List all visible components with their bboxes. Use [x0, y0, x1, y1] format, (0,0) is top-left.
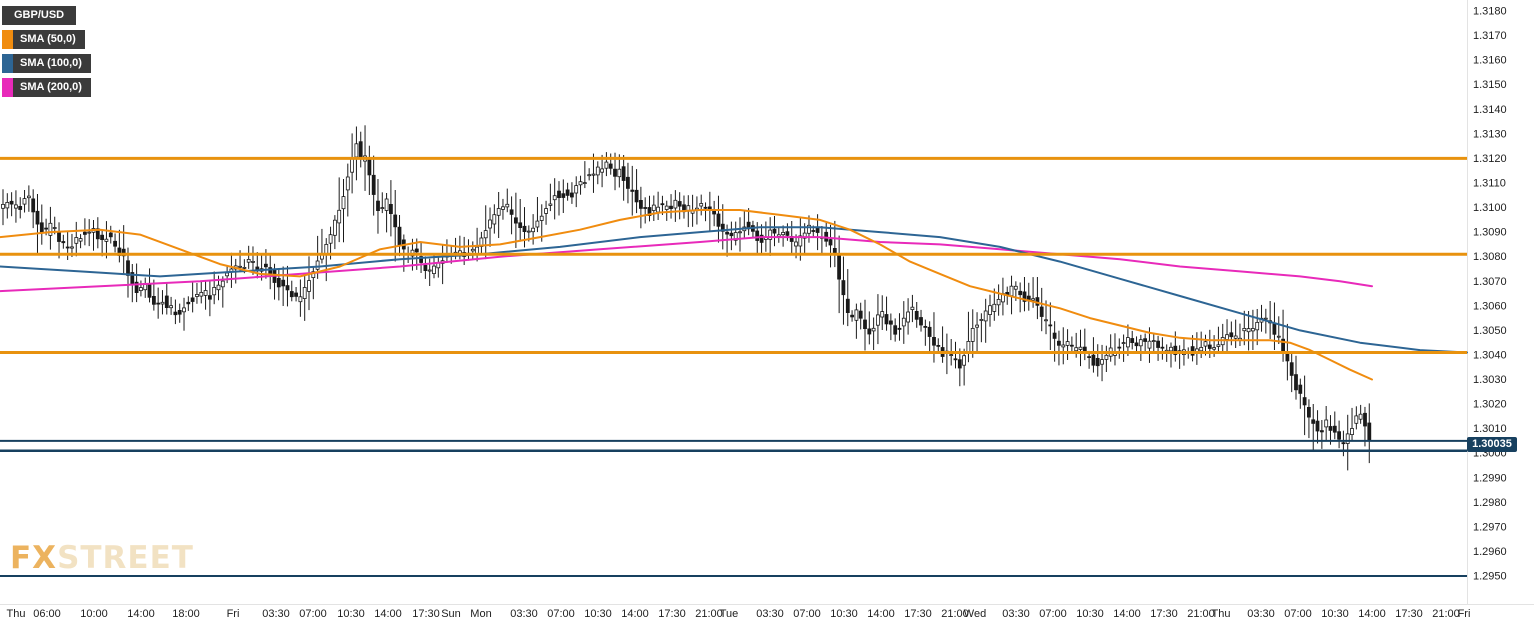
svg-text:1.3070: 1.3070 [1473, 276, 1507, 288]
svg-text:21:00: 21:00 [941, 608, 969, 620]
svg-text:14:00: 14:00 [127, 608, 155, 620]
svg-text:1.3080: 1.3080 [1473, 251, 1507, 263]
svg-text:Mon: Mon [470, 608, 491, 620]
sma100-label: SMA (100,0) [20, 57, 82, 69]
svg-text:1.3120: 1.3120 [1473, 153, 1507, 165]
svg-text:1.2970: 1.2970 [1473, 521, 1507, 533]
svg-text:1.3150: 1.3150 [1473, 79, 1507, 91]
svg-text:1.3060: 1.3060 [1473, 300, 1507, 312]
svg-text:03:30: 03:30 [262, 608, 290, 620]
svg-text:17:30: 17:30 [1150, 608, 1178, 620]
chart-legend: GBP/USD SMA (50,0) SMA (100,0) SMA (200,… [2, 6, 91, 97]
svg-text:1.3110: 1.3110 [1473, 178, 1506, 190]
svg-text:10:00: 10:00 [80, 608, 108, 620]
svg-text:10:30: 10:30 [1076, 608, 1104, 620]
symbol-badge[interactable]: GBP/USD [2, 6, 77, 25]
svg-text:1.3100: 1.3100 [1473, 202, 1507, 214]
svg-text:1.3030: 1.3030 [1473, 374, 1507, 386]
svg-text:18:00: 18:00 [172, 608, 200, 620]
svg-text:14:00: 14:00 [867, 608, 895, 620]
svg-text:1.3010: 1.3010 [1473, 423, 1507, 435]
svg-text:03:30: 03:30 [756, 608, 784, 620]
svg-text:1.3180: 1.3180 [1473, 6, 1507, 18]
sma200-label: SMA (200,0) [20, 81, 82, 93]
svg-text:1.2980: 1.2980 [1473, 497, 1507, 509]
sma200-badge[interactable]: SMA (200,0) [2, 78, 91, 97]
svg-text:1.2960: 1.2960 [1473, 546, 1507, 558]
svg-text:03:30: 03:30 [510, 608, 538, 620]
sma50-color-chip [2, 30, 13, 49]
current-price-badge: 1.30035 [1467, 437, 1517, 452]
svg-text:21:00: 21:00 [1187, 608, 1215, 620]
svg-text:1.3140: 1.3140 [1473, 104, 1507, 116]
svg-text:Fri: Fri [227, 608, 240, 620]
svg-text:07:00: 07:00 [547, 608, 575, 620]
svg-text:03:30: 03:30 [1247, 608, 1275, 620]
svg-text:Sun: Sun [441, 608, 461, 620]
svg-text:1.3050: 1.3050 [1473, 325, 1507, 337]
sma200-color-chip [2, 78, 13, 97]
svg-text:17:30: 17:30 [904, 608, 932, 620]
svg-text:07:00: 07:00 [793, 608, 821, 620]
svg-text:10:30: 10:30 [584, 608, 612, 620]
svg-text:10:30: 10:30 [1321, 608, 1349, 620]
svg-text:14:00: 14:00 [374, 608, 402, 620]
svg-text:Thu: Thu [1212, 608, 1231, 620]
svg-text:Thu: Thu [7, 608, 26, 620]
svg-text:14:00: 14:00 [1113, 608, 1141, 620]
sma100-color-chip [2, 54, 13, 73]
sma50-label: SMA (50,0) [20, 33, 76, 45]
svg-text:14:00: 14:00 [1358, 608, 1386, 620]
fxstreet-logo-fx: FX [10, 540, 58, 576]
svg-text:17:30: 17:30 [412, 608, 440, 620]
svg-text:1.3090: 1.3090 [1473, 227, 1507, 239]
svg-text:1.2990: 1.2990 [1473, 472, 1507, 484]
svg-text:03:30: 03:30 [1002, 608, 1030, 620]
svg-text:17:30: 17:30 [658, 608, 686, 620]
svg-text:1.3160: 1.3160 [1473, 55, 1507, 67]
svg-text:10:30: 10:30 [830, 608, 858, 620]
svg-text:10:30: 10:30 [337, 608, 365, 620]
svg-text:21:00: 21:00 [695, 608, 723, 620]
sma50-badge[interactable]: SMA (50,0) [2, 30, 85, 49]
svg-text:Wed: Wed [964, 608, 986, 620]
svg-text:1.2950: 1.2950 [1473, 571, 1507, 583]
svg-text:07:00: 07:00 [1039, 608, 1067, 620]
svg-text:1.3170: 1.3170 [1473, 30, 1507, 42]
fxstreet-watermark: FXSTREET [10, 540, 194, 576]
svg-text:1.3040: 1.3040 [1473, 350, 1507, 362]
svg-text:1.3020: 1.3020 [1473, 399, 1507, 411]
svg-text:21:00: 21:00 [1432, 608, 1460, 620]
svg-text:07:00: 07:00 [299, 608, 327, 620]
svg-text:07:00: 07:00 [1284, 608, 1312, 620]
svg-text:1.3130: 1.3130 [1473, 128, 1507, 140]
svg-text:06:00: 06:00 [33, 608, 61, 620]
fxstreet-logo-street: STREET [57, 540, 194, 576]
symbol-label: GBP/USD [14, 9, 65, 21]
svg-text:Fri: Fri [1458, 608, 1471, 620]
svg-text:Tue: Tue [720, 608, 739, 620]
svg-text:14:00: 14:00 [621, 608, 649, 620]
sma100-badge[interactable]: SMA (100,0) [2, 54, 91, 73]
svg-text:17:30: 17:30 [1395, 608, 1423, 620]
